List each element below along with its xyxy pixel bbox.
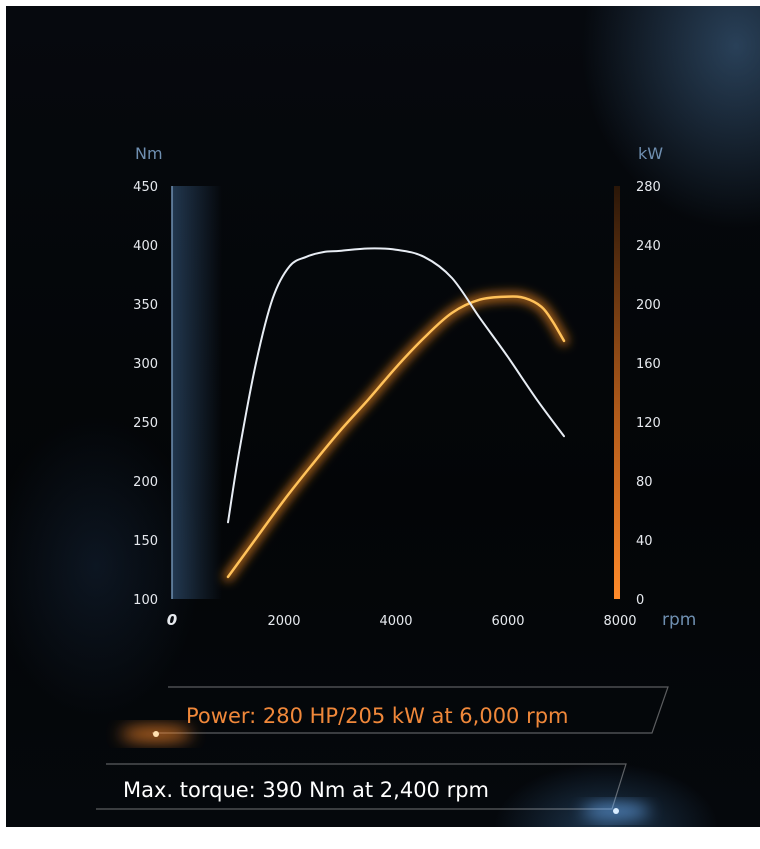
- x-axis-tick-label: 4000: [379, 614, 412, 629]
- right-axis-tick-label: 0: [636, 593, 644, 608]
- power-banner-flare-core: [153, 731, 159, 737]
- power-banner-frame: [152, 686, 669, 734]
- right-axis-bar: [614, 186, 620, 599]
- left-axis-tick-label: 450: [133, 180, 158, 195]
- left-axis-tick-label: 200: [133, 475, 158, 490]
- left-axis-tick-label: 300: [133, 357, 158, 372]
- right-axis-tick-label: 120: [636, 416, 661, 431]
- right-axis-tick-label: 200: [636, 298, 661, 313]
- x-axis-tick-label: 8000: [603, 614, 636, 629]
- x-axis-tick-label: 0: [167, 611, 177, 629]
- torque-curve: [227, 247, 565, 524]
- chart-canvas: Nm kW rpm 450 400 350 300 250 200 150 100 280 24…: [6, 6, 760, 827]
- right-axis-tick-label: 80: [636, 475, 653, 490]
- left-axis-glow: [172, 186, 222, 599]
- left-axis-tick-label: 100: [133, 593, 158, 608]
- right-axis-tick-label: 280: [636, 180, 661, 195]
- power-curve: [226, 295, 566, 579]
- power-banner: Power: 280 HP/205 kW at 6,000 rpm: [186, 704, 569, 728]
- left-axis-unit: Nm: [135, 144, 163, 163]
- left-axis-tick-label: 150: [133, 534, 158, 549]
- power-curve-glow: [223, 292, 569, 582]
- x-axis-ticks: 0 2000 4000 6000 8000: [167, 611, 637, 629]
- torque-banner-frame: [96, 763, 627, 810]
- left-axis-ticks: 450 400 350 300 250 200 150 100: [133, 180, 158, 608]
- right-axis-tick-label: 160: [636, 357, 661, 372]
- torque-banner-flare-core: [613, 808, 619, 814]
- left-axis-tick-label: 350: [133, 298, 158, 313]
- right-axis-tick-label: 40: [636, 534, 653, 549]
- right-axis-ticks: 280 240 200 160 120 80 40 0: [636, 180, 661, 608]
- x-axis-unit: rpm: [662, 610, 696, 630]
- torque-banner: Max. torque: 390 Nm at 2,400 rpm: [123, 778, 490, 802]
- left-axis-tick-label: 400: [133, 239, 158, 254]
- right-axis-unit: kW: [638, 144, 663, 163]
- x-axis-tick-label: 6000: [491, 614, 524, 629]
- right-axis-tick-label: 240: [636, 239, 661, 254]
- x-axis-tick-label: 2000: [267, 614, 300, 629]
- left-axis-tick-label: 250: [133, 416, 158, 431]
